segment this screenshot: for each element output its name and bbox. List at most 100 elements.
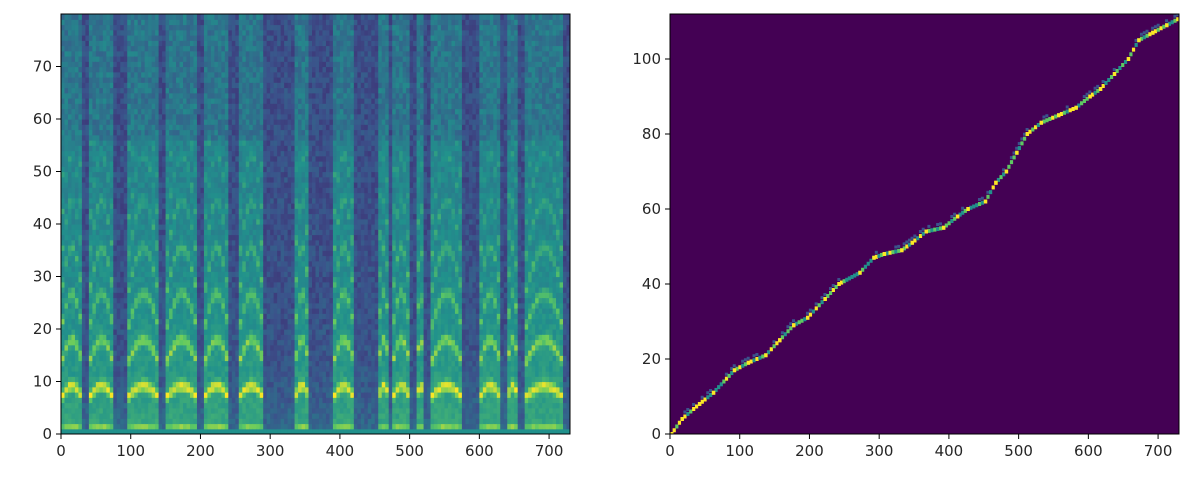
heatmap-cell (235, 271, 240, 278)
heatmap-cell (210, 276, 215, 283)
heatmap-cell (78, 292, 83, 299)
heatmap-cell (116, 287, 121, 293)
heatmap-cell (242, 260, 247, 267)
heatmap-cell (158, 292, 163, 299)
heatmap-cell (242, 66, 247, 73)
heatmap-cell (141, 339, 146, 346)
heatmap-cell (99, 192, 104, 199)
heatmap-cell (123, 428, 128, 434)
heatmap-cell (217, 50, 222, 57)
heatmap-cell (81, 397, 87, 404)
heatmap-cell (165, 313, 170, 320)
heatmap-cell (151, 402, 156, 409)
heatmap-cell (81, 71, 87, 78)
heatmap-cell (273, 140, 278, 146)
heatmap-cell (74, 45, 80, 52)
heatmap-cell (134, 355, 139, 362)
heatmap-cell (217, 224, 222, 230)
heatmap-cell (259, 271, 264, 278)
heatmap-cell (120, 197, 125, 204)
heatmap-cell (179, 255, 184, 262)
heatmap-cell (85, 255, 90, 262)
heatmap-cell (193, 423, 198, 430)
heatmap-cell (116, 386, 121, 393)
heatmap-cell (127, 250, 132, 257)
heatmap-cell (81, 98, 87, 104)
heatmap-cell (109, 402, 114, 409)
heatmap-cell (144, 302, 149, 309)
heatmap-cell (242, 182, 247, 188)
heatmap-cell (109, 260, 114, 267)
heatmap-cell (158, 161, 163, 167)
heatmap-cell (88, 134, 93, 141)
heatmap-cell (221, 150, 226, 157)
heatmap-cell (256, 350, 261, 356)
heatmap-cell (71, 302, 76, 309)
heatmap-cell (71, 14, 76, 20)
heatmap-cell (231, 77, 236, 83)
heatmap-cell (196, 250, 202, 257)
heatmap-cell (61, 323, 66, 330)
heatmap-cell (214, 392, 219, 398)
heatmap-cell (151, 339, 156, 346)
heatmap-cell (120, 103, 125, 110)
heatmap-cell (207, 397, 212, 404)
heatmap-cell (148, 344, 153, 351)
heatmap-cell (203, 203, 209, 209)
heatmap-cell (252, 297, 257, 304)
heatmap-cell (99, 302, 104, 309)
heatmap-cell (242, 360, 247, 367)
heatmap-cell (162, 308, 167, 314)
heatmap-cell (193, 77, 198, 83)
heatmap-cell (221, 218, 226, 225)
heatmap-cell (151, 350, 156, 356)
heatmap-cell (162, 50, 167, 57)
heatmap-cell (228, 108, 233, 115)
heatmap-cell (203, 140, 209, 146)
heatmap-cell (102, 77, 107, 83)
heatmap-cell (210, 24, 215, 31)
heatmap-cell (231, 255, 236, 262)
heatmap-cell (85, 260, 90, 267)
heatmap-cell (273, 365, 278, 372)
heatmap-cell (165, 266, 170, 272)
heatmap-cell (165, 371, 170, 377)
heatmap-cell (169, 371, 174, 377)
heatmap-cell (116, 213, 121, 220)
heatmap-cell (259, 14, 264, 20)
heatmap-cell (252, 197, 257, 204)
heatmap-cell (78, 281, 83, 288)
heatmap-cell (116, 45, 121, 52)
heatmap-cell (130, 213, 135, 220)
heatmap-cell (151, 418, 156, 425)
heatmap-cell (263, 66, 268, 73)
heatmap-cell (106, 339, 111, 346)
heatmap-cell (113, 134, 118, 141)
heatmap-cell (200, 292, 205, 299)
heatmap-cell (179, 166, 184, 173)
heatmap-cell (266, 187, 271, 194)
heatmap-cell (245, 166, 250, 173)
heatmap-cell (242, 224, 247, 230)
heatmap-cell (176, 297, 181, 304)
heatmap-cell (259, 166, 264, 173)
heatmap-cell (179, 87, 184, 94)
heatmap-cell (249, 14, 254, 20)
heatmap-cell (179, 281, 184, 288)
heatmap-cell (78, 318, 83, 325)
heatmap-cell (106, 203, 111, 209)
heatmap-cell (245, 428, 250, 434)
heatmap-cell (64, 287, 69, 293)
heatmap-cell (109, 213, 114, 220)
heatmap-cell (179, 98, 184, 104)
heatmap-cell (183, 129, 188, 136)
heatmap-cell (85, 155, 90, 162)
heatmap-cell (102, 40, 107, 47)
heatmap-cell (207, 182, 212, 188)
heatmap-cell (102, 334, 107, 341)
heatmap-cell (207, 187, 212, 194)
heatmap-cell (228, 344, 233, 351)
heatmap-cell (95, 45, 100, 52)
heatmap-cell (85, 407, 90, 414)
heatmap-cell (259, 145, 264, 152)
